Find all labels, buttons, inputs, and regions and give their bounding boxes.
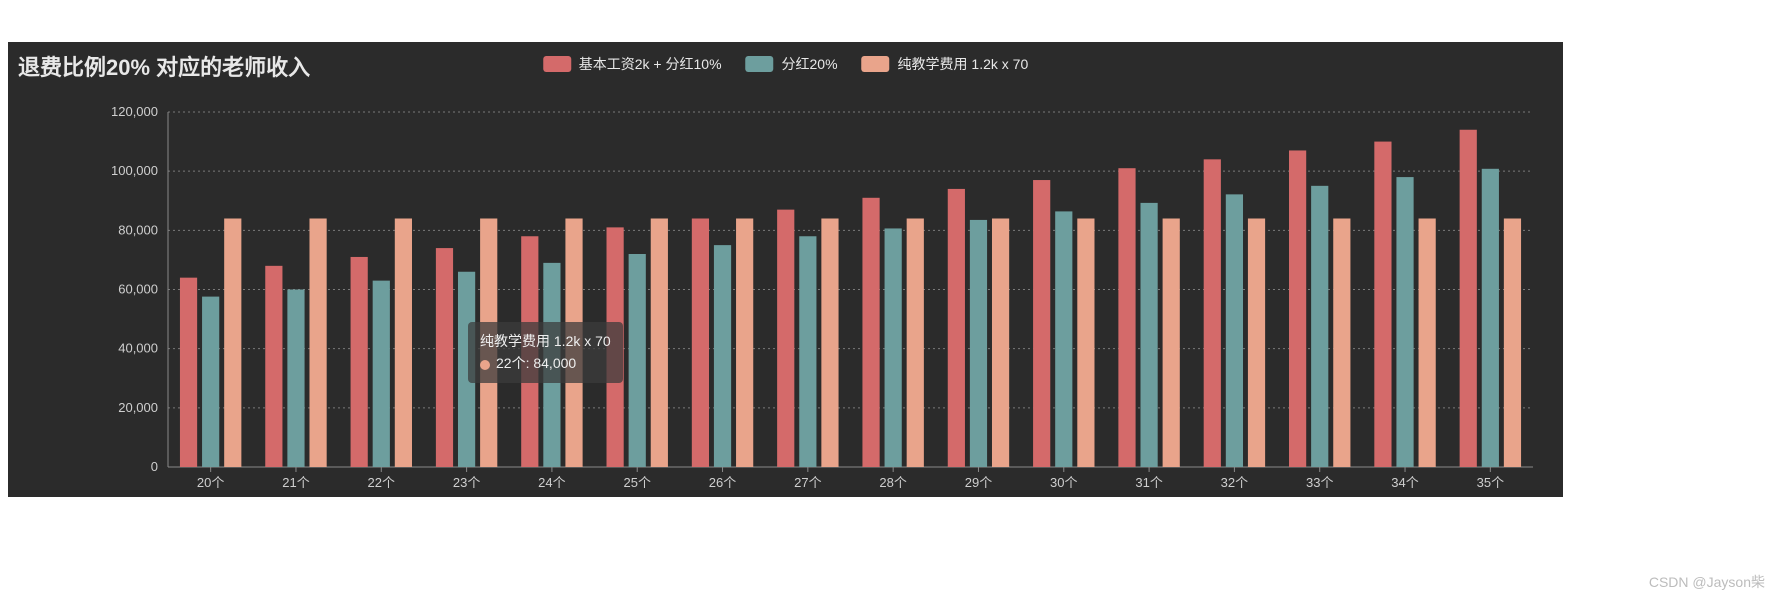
svg-text:0: 0 — [151, 459, 158, 474]
bar-s2-8[interactable] — [885, 228, 902, 467]
bar-s3-9[interactable] — [992, 219, 1009, 468]
bar-s2-11[interactable] — [1140, 203, 1157, 467]
svg-text:40,000: 40,000 — [118, 341, 158, 356]
bar-s3-5[interactable] — [651, 219, 668, 468]
legend-swatch-s3 — [862, 56, 890, 72]
x-label-8: 28个 — [879, 475, 906, 490]
bar-s2-9[interactable] — [970, 220, 987, 467]
x-label-9: 29个 — [965, 475, 992, 490]
chart-title: 退费比例20% 对应的老师收入 — [8, 50, 310, 82]
bar-s3-1[interactable] — [309, 219, 326, 468]
bar-s2-14[interactable] — [1396, 177, 1413, 467]
bar-s3-3[interactable] — [480, 219, 497, 468]
legend-label-s1: 基本工资2k + 分红10% — [579, 54, 722, 74]
bar-s1-15[interactable] — [1460, 130, 1477, 467]
bar-s2-12[interactable] — [1226, 194, 1243, 467]
bar-s1-0[interactable] — [180, 278, 197, 467]
bar-s1-10[interactable] — [1033, 180, 1050, 467]
bar-s1-6[interactable] — [692, 219, 709, 468]
bar-s3-13[interactable] — [1333, 219, 1350, 468]
bar-s2-1[interactable] — [287, 290, 304, 468]
bar-s1-3[interactable] — [436, 248, 453, 467]
legend: 基本工资2k + 分红10% 分红20% 纯教学费用 1.2k x 70 — [543, 54, 1029, 74]
x-label-5: 25个 — [623, 475, 650, 490]
x-label-4: 24个 — [538, 475, 565, 490]
x-label-1: 21个 — [282, 475, 309, 490]
x-label-6: 26个 — [709, 475, 736, 490]
bar-s1-14[interactable] — [1374, 142, 1391, 467]
bar-s2-2[interactable] — [373, 281, 390, 467]
bar-s3-7[interactable] — [821, 219, 838, 468]
legend-swatch-s2 — [746, 56, 774, 72]
legend-swatch-s1 — [543, 56, 571, 72]
bar-s1-11[interactable] — [1118, 168, 1135, 467]
bar-s2-7[interactable] — [799, 236, 816, 467]
svg-text:20,000: 20,000 — [118, 400, 158, 415]
bar-s1-5[interactable] — [607, 227, 624, 467]
svg-text:100,000: 100,000 — [111, 163, 158, 178]
x-label-2: 22个 — [368, 475, 395, 490]
bar-s2-13[interactable] — [1311, 186, 1328, 467]
bar-s2-3[interactable] — [458, 272, 475, 467]
legend-item-s2[interactable]: 分红20% — [746, 54, 838, 74]
bar-s2-15[interactable] — [1482, 169, 1499, 467]
bar-s1-12[interactable] — [1204, 159, 1221, 467]
svg-text:60,000: 60,000 — [118, 282, 158, 297]
legend-label-s2: 分红20% — [782, 54, 838, 74]
bar-s1-2[interactable] — [351, 257, 368, 467]
bar-s2-0[interactable] — [202, 297, 219, 467]
x-label-15: 35个 — [1477, 475, 1504, 490]
plot-area: 0 20,000 40,000 60,000 80,000 100,000 120,000 2… — [8, 102, 1563, 497]
bar-s2-5[interactable] — [629, 254, 646, 467]
legend-item-s1[interactable]: 基本工资2k + 分红10% — [543, 54, 722, 74]
legend-label-s3: 纯教学费用 1.2k x 70 — [898, 54, 1029, 74]
bar-s3-8[interactable] — [907, 219, 924, 468]
x-label-14: 34个 — [1391, 475, 1418, 490]
bar-s1-4[interactable] — [521, 236, 538, 467]
legend-item-s3[interactable]: 纯教学费用 1.2k x 70 — [862, 54, 1029, 74]
x-label-11: 31个 — [1135, 475, 1162, 490]
bar-s3-4[interactable] — [565, 219, 582, 468]
x-label-12: 32个 — [1221, 475, 1248, 490]
bar-s2-6[interactable] — [714, 245, 731, 467]
x-label-0: 20个 — [197, 475, 224, 490]
bar-s3-2[interactable] — [395, 219, 412, 468]
bar-s3-0[interactable] — [224, 219, 241, 468]
bar-s3-6[interactable] — [736, 219, 753, 468]
page-root: 退费比例20% 对应的老师收入 基本工资2k + 分红10% 分红20% 纯教学费用… — [0, 0, 1785, 606]
bar-s1-9[interactable] — [948, 189, 965, 467]
bar-s1-8[interactable] — [862, 198, 879, 467]
bar-s2-4[interactable] — [543, 263, 560, 467]
x-label-7: 27个 — [794, 475, 821, 490]
bar-s3-11[interactable] — [1163, 219, 1180, 468]
svg-text:80,000: 80,000 — [118, 222, 158, 237]
watermark-text: CSDN @Jayson柴 — [1649, 572, 1765, 592]
bar-s3-14[interactable] — [1419, 219, 1436, 468]
x-label-13: 33个 — [1306, 475, 1333, 490]
bar-s3-15[interactable] — [1504, 219, 1521, 468]
bar-s1-7[interactable] — [777, 210, 794, 467]
x-label-3: 23个 — [453, 475, 480, 490]
plot-svg: 0 20,000 40,000 60,000 80,000 100,000 120,000 2… — [8, 102, 1563, 497]
bar-s1-13[interactable] — [1289, 150, 1306, 467]
bar-s2-10[interactable] — [1055, 211, 1072, 467]
x-label-10: 30个 — [1050, 475, 1077, 490]
bar-s3-10[interactable] — [1077, 219, 1094, 468]
bar-s3-12[interactable] — [1248, 219, 1265, 468]
chart-header: 退费比例20% 对应的老师收入 基本工资2k + 分红10% 分红20% 纯教学费用… — [8, 42, 1563, 90]
bar-s1-1[interactable] — [265, 266, 282, 467]
svg-text:120,000: 120,000 — [111, 104, 158, 119]
chart-panel: 退费比例20% 对应的老师收入 基本工资2k + 分红10% 分红20% 纯教学费用… — [8, 42, 1563, 497]
